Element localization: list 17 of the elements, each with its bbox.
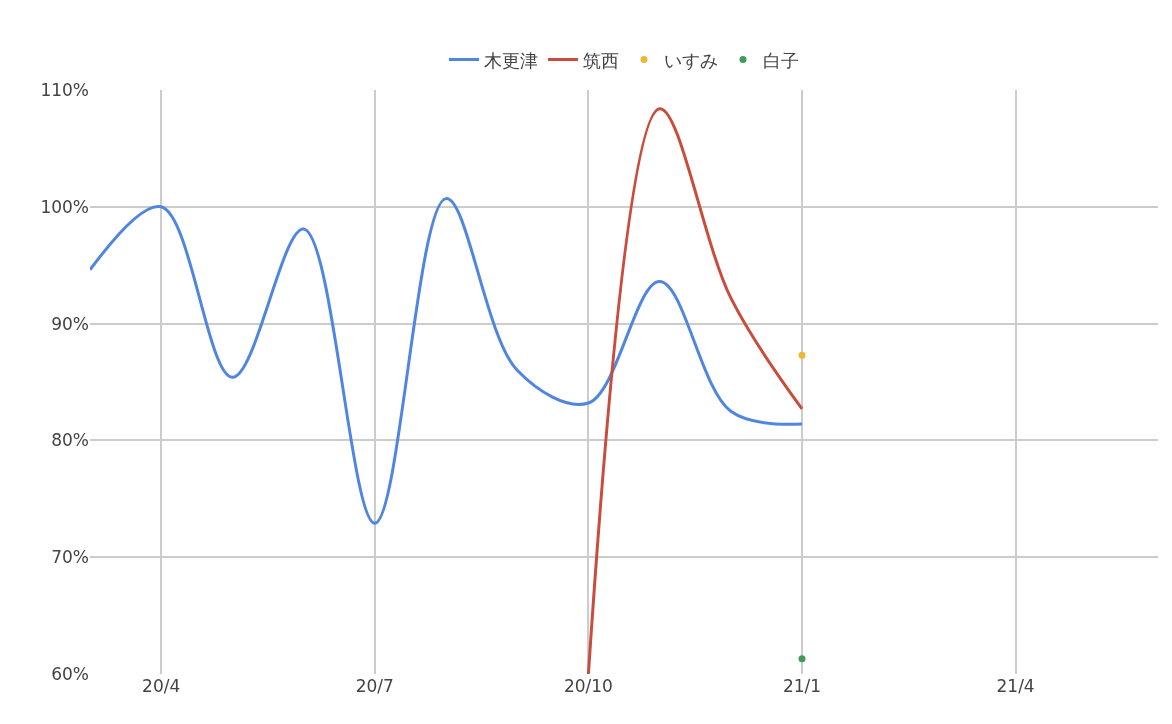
y-tick-label: 90%: [51, 313, 89, 334]
x-tick-label: 20/10: [563, 676, 613, 696]
x-tick-label: 21/1: [782, 676, 822, 696]
legend-label: 白子: [763, 49, 799, 71]
y-tick-label: 110%: [40, 79, 89, 100]
x-tick-label: 20/7: [355, 676, 394, 696]
x-tick-label: 21/4: [996, 676, 1035, 696]
legend-label: 木更津: [484, 49, 538, 71]
x-tick-label: 20/4: [142, 676, 181, 696]
line-series: [586, 107, 804, 674]
legend-label: いすみ: [664, 49, 718, 71]
y-tick-label: 80%: [51, 430, 89, 451]
y-tick-label: 100%: [40, 196, 89, 217]
y-tick-label: 60%: [51, 663, 89, 684]
line-series: [90, 197, 804, 525]
legend-label: 筑西: [583, 49, 619, 71]
y-tick-label: 70%: [51, 547, 89, 568]
